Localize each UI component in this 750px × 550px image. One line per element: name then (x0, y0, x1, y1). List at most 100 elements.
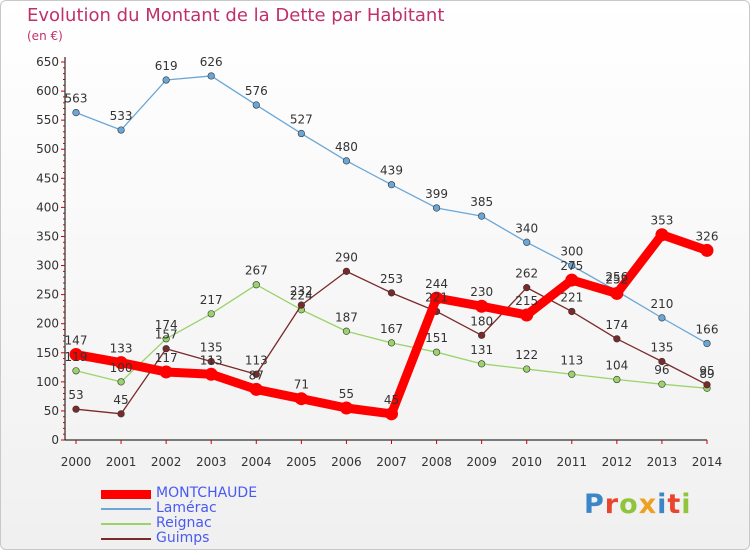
data-label: 221 (560, 290, 583, 304)
y-tick-label: 400 (36, 200, 59, 214)
data-point (703, 381, 711, 389)
data-point (342, 327, 351, 335)
data-label: 147 (65, 334, 88, 348)
data-label: 113 (560, 353, 583, 367)
x-tick-label: 2013 (647, 455, 678, 469)
chart-title: Evolution du Montant de la Dette par Hab… (27, 5, 445, 26)
chart-unit: (en €) (27, 29, 63, 43)
y-tick-label: 500 (36, 142, 59, 156)
data-label: 439 (380, 164, 403, 178)
data-label: 275 (560, 259, 583, 273)
data-label: 262 (515, 267, 538, 281)
data-point (478, 331, 486, 339)
data-point (249, 382, 263, 396)
data-point (655, 228, 669, 242)
y-tick-label: 150 (36, 346, 59, 360)
logo-letter: i (681, 489, 692, 520)
x-tick-label: 2011 (557, 455, 588, 469)
x-tick-label: 2005 (286, 455, 317, 469)
data-label: 113 (200, 353, 223, 367)
data-point (387, 181, 396, 189)
logo-letter: i (657, 489, 668, 520)
y-tick-label: 600 (36, 84, 59, 98)
x-tick-label: 2003 (196, 455, 227, 469)
legend-label: MONTCHAUDE (156, 485, 258, 501)
data-point (204, 367, 218, 381)
data-point (523, 238, 531, 246)
data-label: 480 (335, 140, 358, 154)
data-point (610, 286, 624, 300)
data-label: 563 (65, 92, 88, 106)
y-tick-label: 0 (51, 433, 59, 447)
legend-swatch (101, 508, 151, 510)
data-point (385, 407, 398, 421)
x-tick-label: 2009 (466, 455, 497, 469)
data-label: 113 (245, 353, 268, 367)
series-line-1 (75, 75, 708, 345)
y-tick-label: 450 (36, 171, 59, 185)
data-label: 151 (425, 331, 448, 345)
data-point (342, 157, 351, 165)
data-label: 89 (699, 367, 714, 381)
data-point (475, 299, 489, 313)
data-point (297, 301, 305, 309)
data-label: 230 (470, 285, 493, 299)
data-point (478, 212, 486, 220)
data-point (117, 378, 125, 386)
data-point (162, 345, 170, 353)
data-point (252, 370, 260, 378)
data-point (159, 365, 173, 379)
data-point (72, 405, 80, 413)
data-point (658, 380, 666, 388)
data-label: 385 (470, 195, 493, 209)
data-point (523, 365, 531, 373)
x-tick-label: 2007 (376, 455, 407, 469)
logo-letter: x (638, 489, 658, 520)
data-point (207, 72, 215, 80)
data-label: 256 (605, 270, 628, 284)
data-point (523, 284, 531, 292)
data-label: 210 (650, 297, 673, 311)
x-tick-label: 2000 (61, 455, 92, 469)
legend-swatch (101, 489, 151, 499)
data-point (613, 335, 621, 343)
data-label: 187 (335, 310, 358, 324)
y-tick-label: 50 (44, 404, 59, 418)
legend-label: Lamérac (156, 500, 217, 516)
data-label: 174 (605, 318, 628, 332)
data-label: 217 (200, 293, 223, 307)
logo-letter: P (584, 489, 605, 520)
data-label: 576 (245, 84, 268, 98)
y-tick-label: 100 (36, 375, 59, 389)
data-point (72, 367, 80, 375)
data-label: 53 (68, 388, 83, 402)
y-tick-label: 350 (36, 229, 59, 243)
data-point (297, 129, 305, 138)
y-tick-label: 300 (36, 259, 59, 273)
data-point (387, 339, 396, 347)
data-point (387, 289, 396, 297)
legend-label: Reignac (156, 515, 212, 531)
data-label: 87 (249, 368, 264, 382)
data-point (478, 360, 486, 368)
data-label: 353 (650, 214, 673, 228)
data-label: 96 (654, 363, 669, 377)
data-label: 527 (290, 113, 313, 127)
data-label: 131 (470, 343, 493, 357)
logo-letter: r (604, 489, 620, 520)
data-label: 95 (699, 364, 714, 378)
data-label: 232 (290, 284, 313, 298)
data-label: 252 (605, 272, 628, 286)
data-point (700, 243, 714, 257)
data-label: 300 (560, 245, 583, 259)
data-label: 340 (515, 221, 538, 235)
data-point (613, 375, 621, 384)
data-point (568, 370, 576, 378)
data-label: 267 (245, 264, 268, 278)
data-point (565, 273, 579, 287)
data-point (294, 392, 308, 406)
legend-label: Guimps (156, 530, 210, 546)
data-point (162, 76, 170, 84)
data-label: 119 (65, 350, 88, 364)
